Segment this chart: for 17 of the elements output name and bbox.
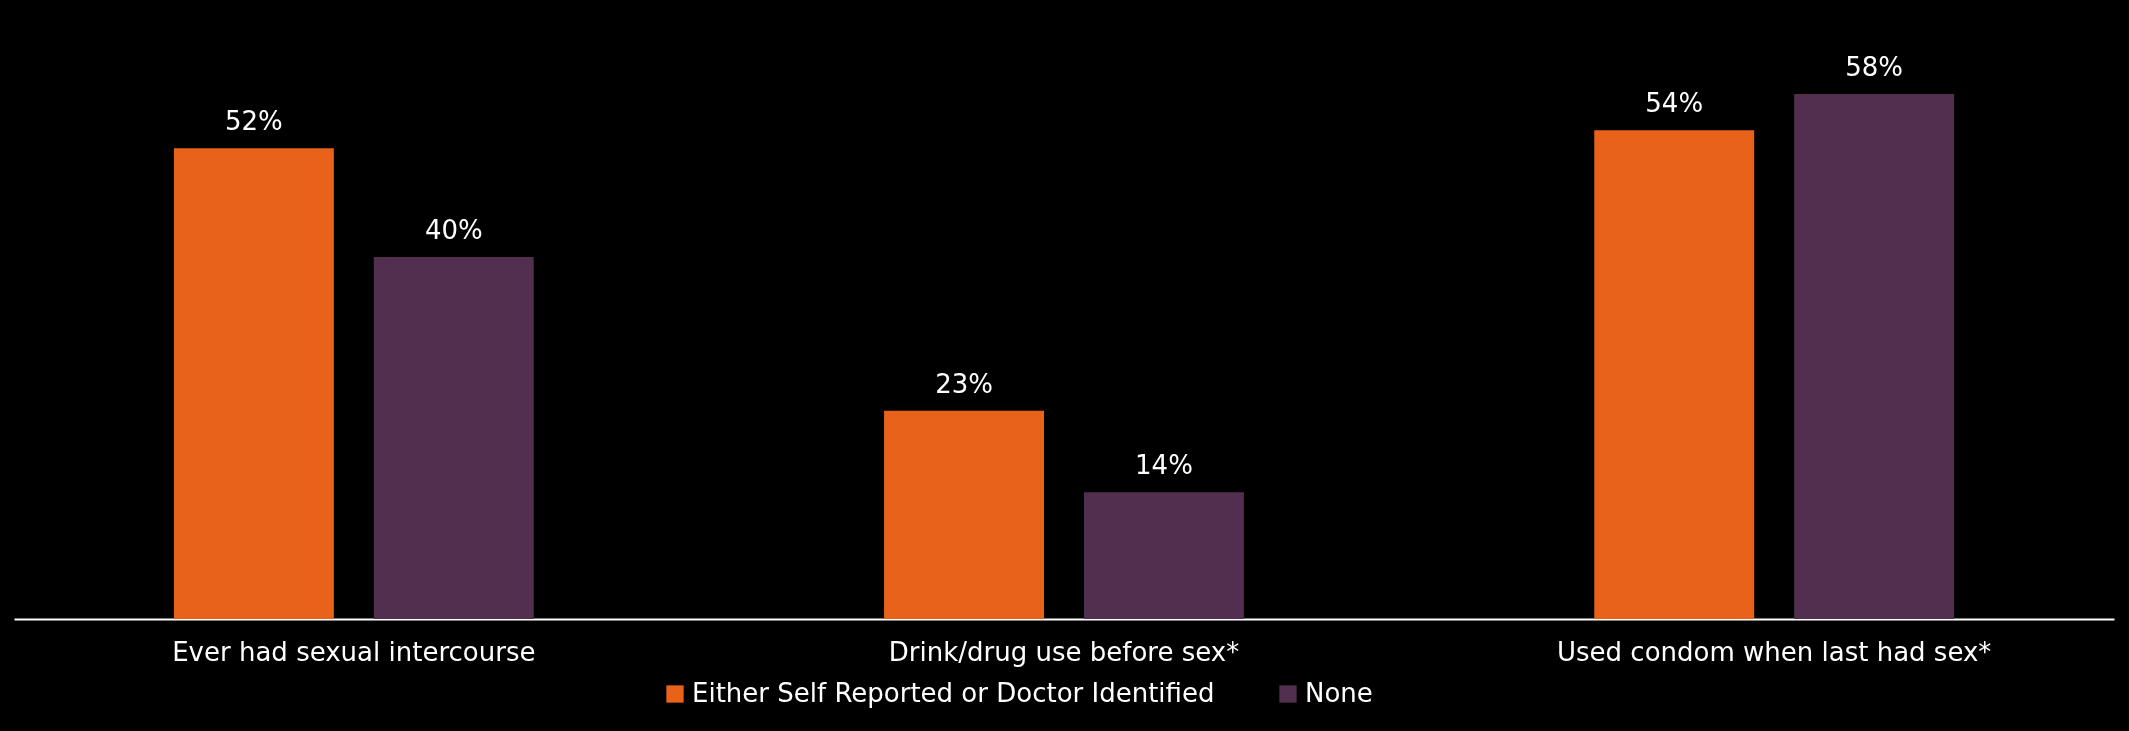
bar	[1794, 94, 1955, 619]
bar	[884, 410, 1045, 619]
data-label: 14%	[1135, 450, 1193, 481]
x-tick-label: Drink/drug use before sex*	[888, 636, 1240, 667]
data-label: 58%	[1845, 52, 1904, 82]
x-tick-label: Used condom when last had sex*	[1557, 636, 1992, 667]
bar	[373, 256, 534, 619]
data-label: 52%	[224, 106, 283, 137]
bar	[173, 148, 334, 619]
legend-label: None	[1305, 678, 1373, 708]
bar	[1083, 492, 1244, 619]
legend-label: Either Self Reported or Doctor Identified	[692, 678, 1215, 708]
data-label: 40%	[424, 214, 483, 245]
data-label: 23%	[935, 368, 993, 399]
bar	[1594, 130, 1755, 619]
data-label: 54%	[1645, 88, 1704, 119]
x-tick-label: Ever had sexual intercourse	[172, 636, 536, 667]
